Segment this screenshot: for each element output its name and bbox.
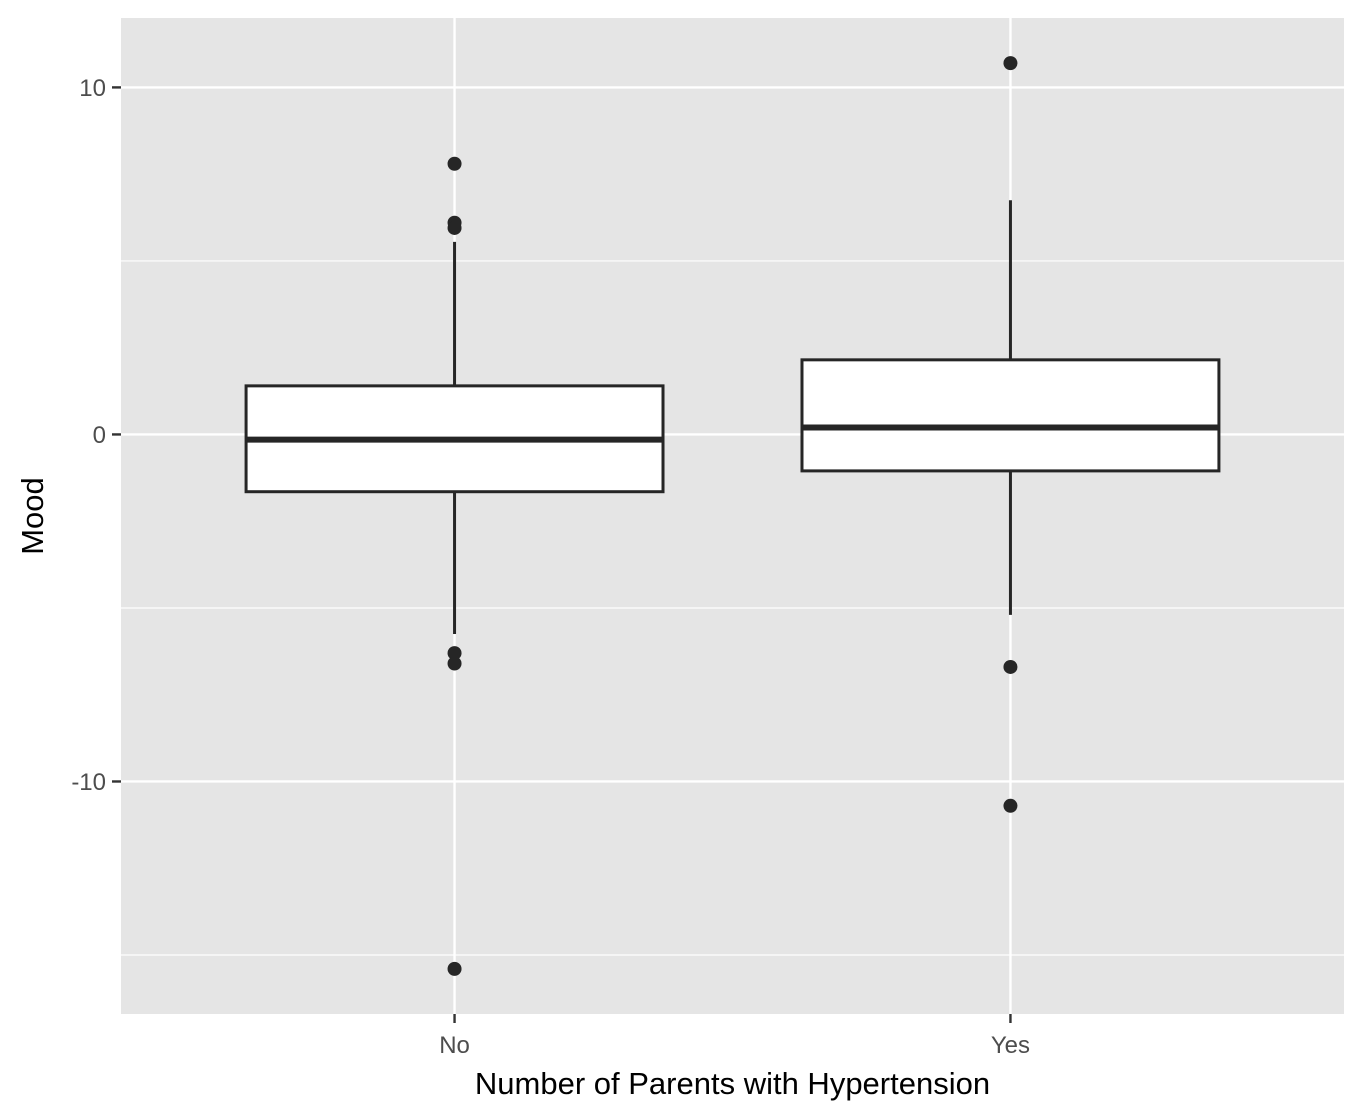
outlier-point — [447, 646, 462, 661]
boxes — [244, 56, 1221, 976]
outlier-point — [447, 656, 462, 671]
box-iqr — [800, 358, 1221, 473]
box-no — [244, 156, 665, 976]
plot-panel — [121, 18, 1344, 1014]
x-tick-label: Yes — [991, 1032, 1030, 1059]
y-tick-label: 10 — [79, 75, 106, 102]
outlier-point — [447, 220, 462, 235]
grid-minor — [121, 260, 1344, 956]
x-tick-label: No — [439, 1032, 470, 1059]
x-axis: No Yes — [439, 1014, 1030, 1059]
outlier-point — [447, 156, 462, 171]
y-tick-label: 0 — [93, 422, 106, 449]
outlier-point — [1003, 56, 1018, 71]
y-axis: -10 0 10 — [71, 75, 121, 796]
outlier-point — [447, 961, 462, 976]
outlier-point — [1003, 659, 1018, 674]
x-axis-title: Number of Parents with Hypertension — [475, 1066, 990, 1101]
y-axis-title: Mood — [15, 477, 50, 555]
box-yes — [800, 56, 1221, 813]
y-tick-label: -10 — [71, 769, 106, 796]
outlier-point — [1003, 798, 1018, 813]
